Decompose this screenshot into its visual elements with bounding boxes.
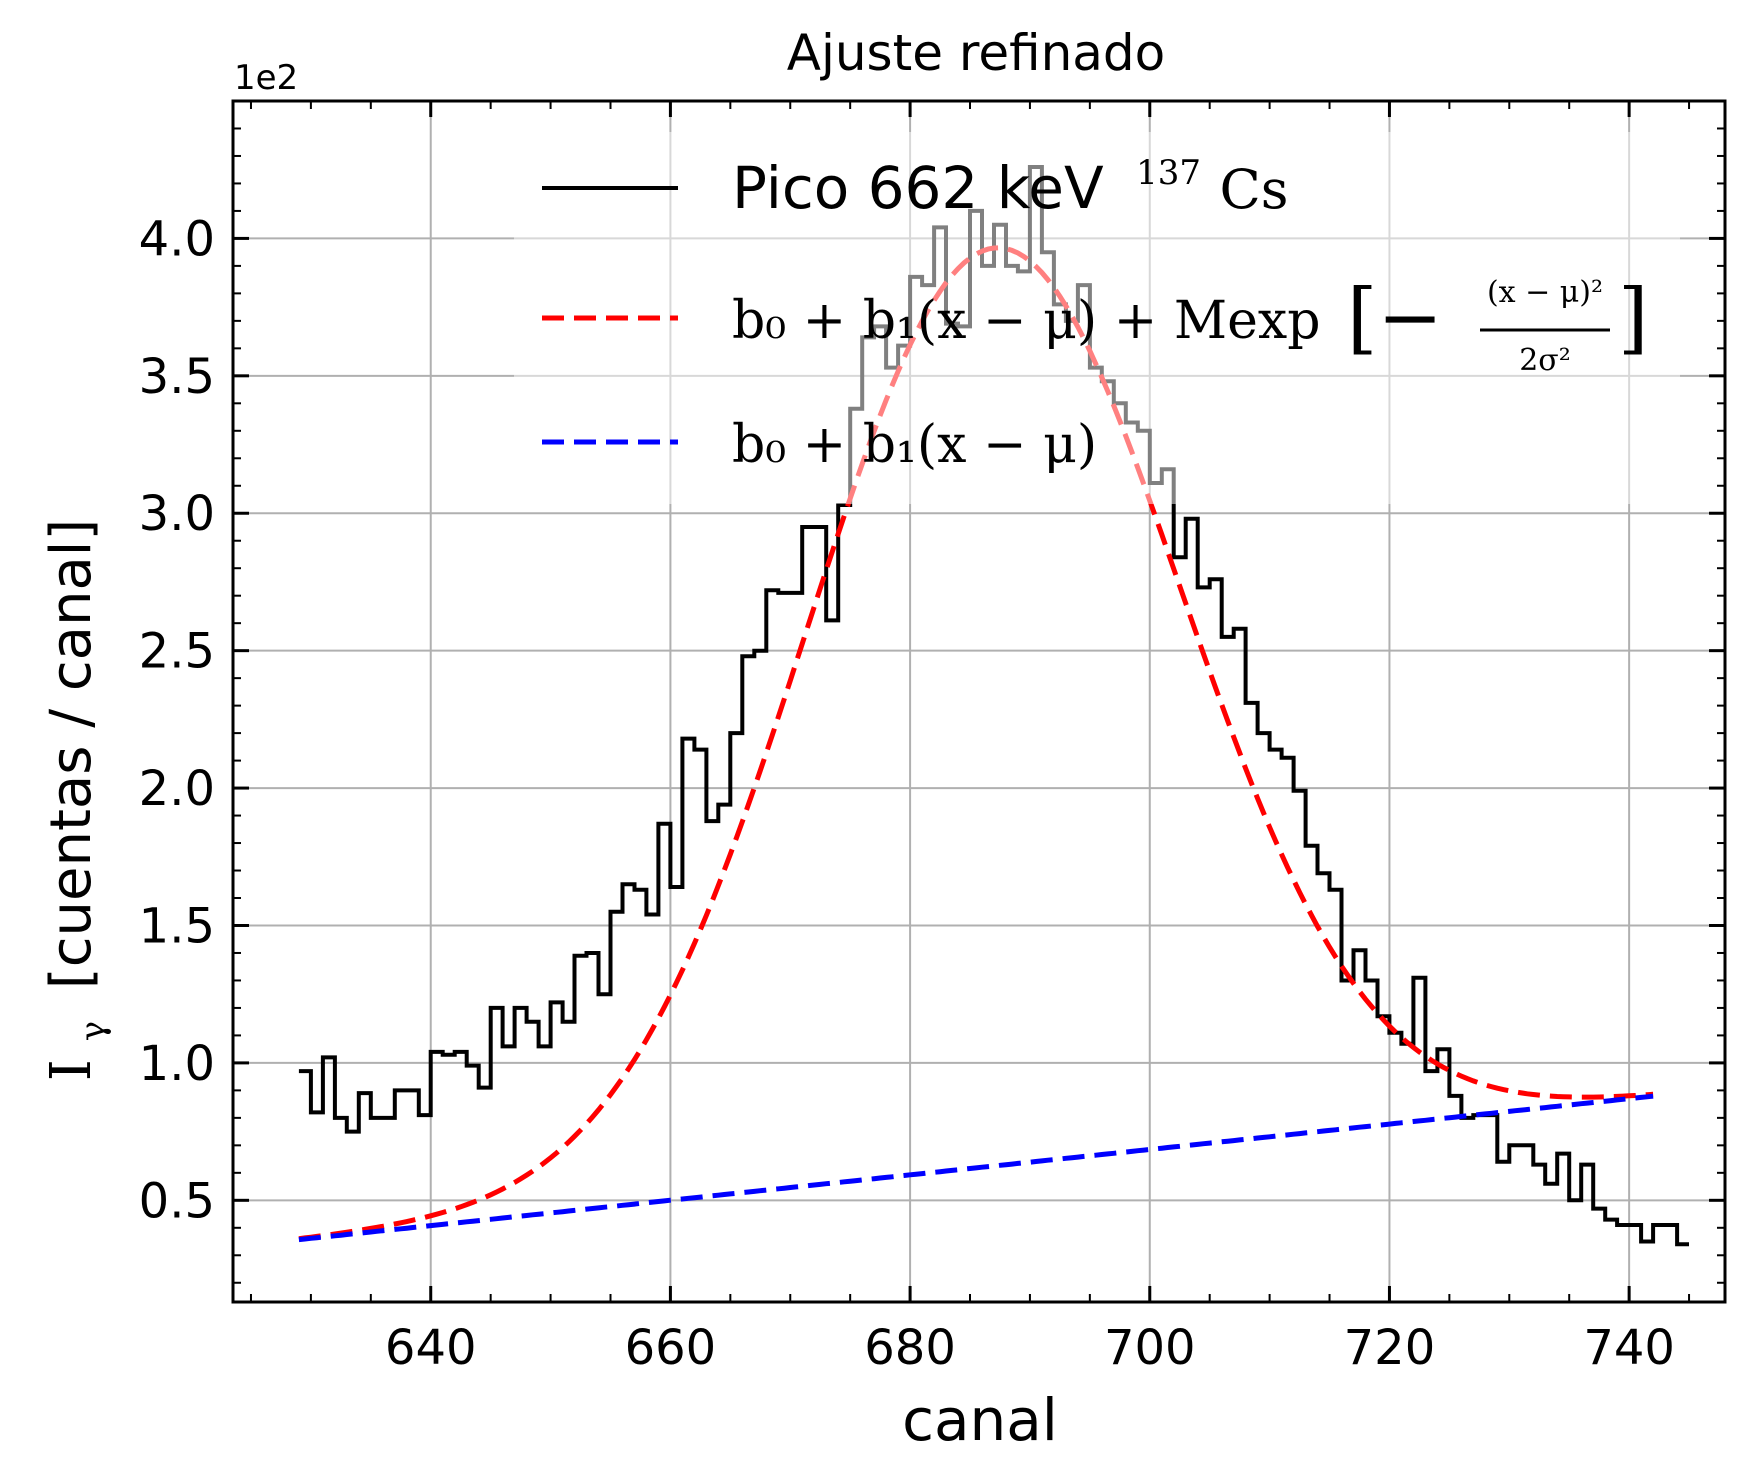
legend-data-sup: 137 (1136, 153, 1201, 193)
y-tick-label: 0.5 (139, 1173, 215, 1229)
axes-border (231, 99, 1727, 1304)
legend-fit-text: b₀ + b₁(x − μ) + Mexp (732, 291, 1320, 351)
y-tick-label: 2.5 (139, 624, 215, 680)
y-tick-label: 2.0 (139, 761, 215, 817)
x-tick-label: 720 (1344, 1320, 1436, 1376)
ticks: 640 660 680 700 720 740 0.5 1.0 1.5 2.0 2.5 3.0 3.5 4… (139, 101, 1725, 1376)
x-tick-label: 660 (625, 1320, 717, 1376)
y-axis-symbol: I (39, 1059, 104, 1081)
chart-title: Ajuste refinado (787, 24, 1165, 82)
series-fit-curve (298, 245, 1654, 1242)
legend-fit-denominator: 2σ² (1519, 343, 1571, 378)
series-background-line (298, 1093, 1654, 1243)
legend-data-elem: Cs (1219, 158, 1288, 221)
legend-fit-bracket: [− (1347, 273, 1443, 363)
y-offset-label: 1e2 (234, 58, 298, 98)
y-tick-label: 4.0 (139, 211, 215, 267)
legend-label-fit: b₀ + b₁(x − μ) + Mexp [− (732, 273, 1443, 363)
y-axis-label: I γ [cuentas / canal] (39, 519, 118, 1081)
x-tick-label: 640 (385, 1320, 477, 1376)
x-axis-label: canal (902, 1386, 1058, 1454)
legend: Pico 662 keV 137 Cs b₀ + b₁(x − μ) + Mex… (514, 130, 1680, 504)
y-tick-label: 1.0 (139, 1036, 215, 1092)
legend-label-data: Pico 662 keV 137 Cs (732, 130, 1288, 222)
y-tick-label: 3.0 (139, 486, 215, 542)
legend-label-background: b₀ + b₁(x − μ) (732, 415, 1097, 475)
legend-fit-close-bracket: ] (1618, 273, 1648, 363)
x-tick-label: 680 (864, 1320, 956, 1376)
y-tick-label: 1.5 (139, 898, 215, 954)
axes-frame (231, 99, 1727, 1304)
legend-fit-numerator: (x − μ)² (1487, 275, 1603, 310)
y-axis-units: [cuentas / canal] (39, 519, 104, 989)
y-axis-label-text: I γ [cuentas / canal] (39, 519, 118, 1081)
x-tick-label: 700 (1104, 1320, 1196, 1376)
legend-frame (514, 132, 1680, 504)
y-axis-subscript: γ (73, 1021, 113, 1041)
y-tick-label: 3.5 (139, 349, 215, 405)
legend-data-text: Pico 662 keV (732, 154, 1104, 222)
x-tick-label: 740 (1583, 1320, 1675, 1376)
